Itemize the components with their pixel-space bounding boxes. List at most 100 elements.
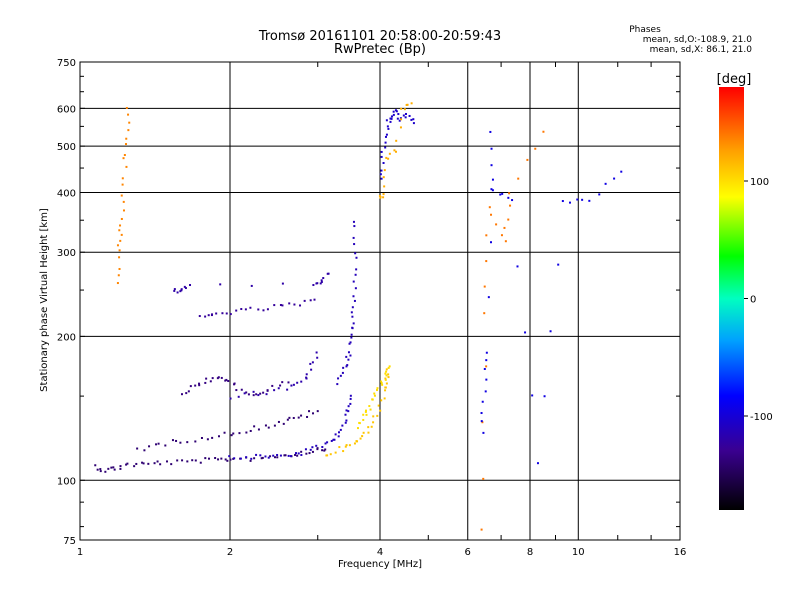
data-point: [504, 240, 507, 243]
data-point: [345, 409, 348, 412]
data-point: [264, 455, 267, 458]
data-point: [385, 368, 388, 371]
data-point: [396, 117, 399, 120]
data-point: [361, 435, 364, 438]
data-point: [395, 110, 398, 113]
data-point: [300, 454, 303, 457]
data-point: [316, 356, 319, 359]
data-point: [384, 135, 387, 138]
data-point: [211, 436, 214, 439]
data-point: [311, 446, 314, 449]
data-point: [389, 120, 392, 123]
data-point: [339, 374, 342, 377]
data-point: [324, 442, 327, 445]
data-point: [310, 368, 313, 371]
data-point: [349, 354, 352, 357]
data-point: [503, 226, 506, 229]
data-point: [349, 341, 352, 344]
data-point: [386, 125, 389, 128]
data-point: [388, 152, 391, 155]
data-point: [481, 421, 484, 424]
data-point: [483, 285, 486, 288]
data-point: [380, 380, 383, 383]
data-point: [305, 452, 308, 455]
data-point: [316, 447, 319, 450]
data-point: [400, 107, 403, 110]
data-point: [362, 418, 365, 421]
data-point: [189, 385, 192, 388]
data-point: [316, 410, 319, 413]
data-point: [227, 380, 230, 383]
data-point: [171, 439, 174, 442]
data-point: [346, 364, 349, 367]
data-point: [332, 438, 335, 441]
data-point: [267, 426, 270, 429]
data-point: [349, 394, 352, 397]
data-point: [485, 234, 488, 237]
data-point: [220, 376, 223, 379]
data-point: [379, 195, 382, 198]
data-point: [277, 387, 280, 390]
data-point: [159, 463, 162, 466]
data-point: [186, 460, 189, 463]
colorbar-tick-label: 0: [750, 295, 756, 306]
data-point: [344, 413, 347, 416]
data-point: [490, 164, 493, 167]
data-point: [334, 451, 337, 454]
data-point: [180, 288, 183, 291]
data-point: [387, 376, 390, 379]
data-point: [324, 448, 327, 451]
data-point: [204, 315, 207, 318]
data-point: [485, 351, 488, 354]
data-point: [483, 312, 486, 315]
axis-ticks: 1 2 4 6 8 10 16 75 100 200 300 400 500 600 750: [57, 58, 686, 558]
data-point: [122, 200, 125, 203]
data-point: [209, 380, 212, 383]
data-point: [116, 244, 119, 247]
data-point: [480, 412, 483, 415]
data-point: [495, 223, 498, 226]
data-point: [229, 313, 232, 316]
data-point: [250, 284, 253, 287]
data-point: [121, 177, 124, 180]
data-point: [508, 192, 511, 195]
data-point: [279, 384, 282, 387]
data-point: [410, 118, 413, 121]
data-point: [99, 470, 102, 473]
data-point: [330, 439, 333, 442]
data-point: [155, 443, 158, 446]
data-point: [352, 295, 355, 298]
data-point: [347, 410, 350, 413]
x-tick-label: 2: [227, 547, 233, 558]
data-point: [224, 379, 227, 382]
data-point: [184, 287, 187, 290]
data-point: [484, 390, 487, 393]
data-point: [274, 456, 277, 459]
data-point: [326, 441, 329, 444]
data-point: [135, 462, 138, 465]
data-point: [364, 410, 367, 413]
data-point: [507, 218, 510, 221]
data-point: [228, 455, 231, 458]
data-point: [120, 217, 123, 220]
data-point: [122, 209, 125, 212]
data-point: [205, 377, 208, 380]
data-point: [356, 440, 359, 443]
data-point: [118, 256, 121, 259]
data-point: [200, 436, 203, 439]
data-point: [235, 389, 238, 392]
data-point: [257, 308, 260, 311]
data-point: [379, 409, 382, 412]
data-point: [288, 302, 291, 305]
data-point: [147, 462, 150, 465]
data-point: [156, 460, 159, 463]
data-point: [118, 249, 121, 252]
data-point: [384, 386, 387, 389]
data-point: [260, 457, 263, 460]
data-point: [206, 438, 209, 441]
data-point: [217, 435, 220, 438]
data-point: [337, 431, 340, 434]
data-point: [509, 204, 512, 207]
data-point: [353, 442, 356, 445]
data-point: [382, 193, 385, 196]
